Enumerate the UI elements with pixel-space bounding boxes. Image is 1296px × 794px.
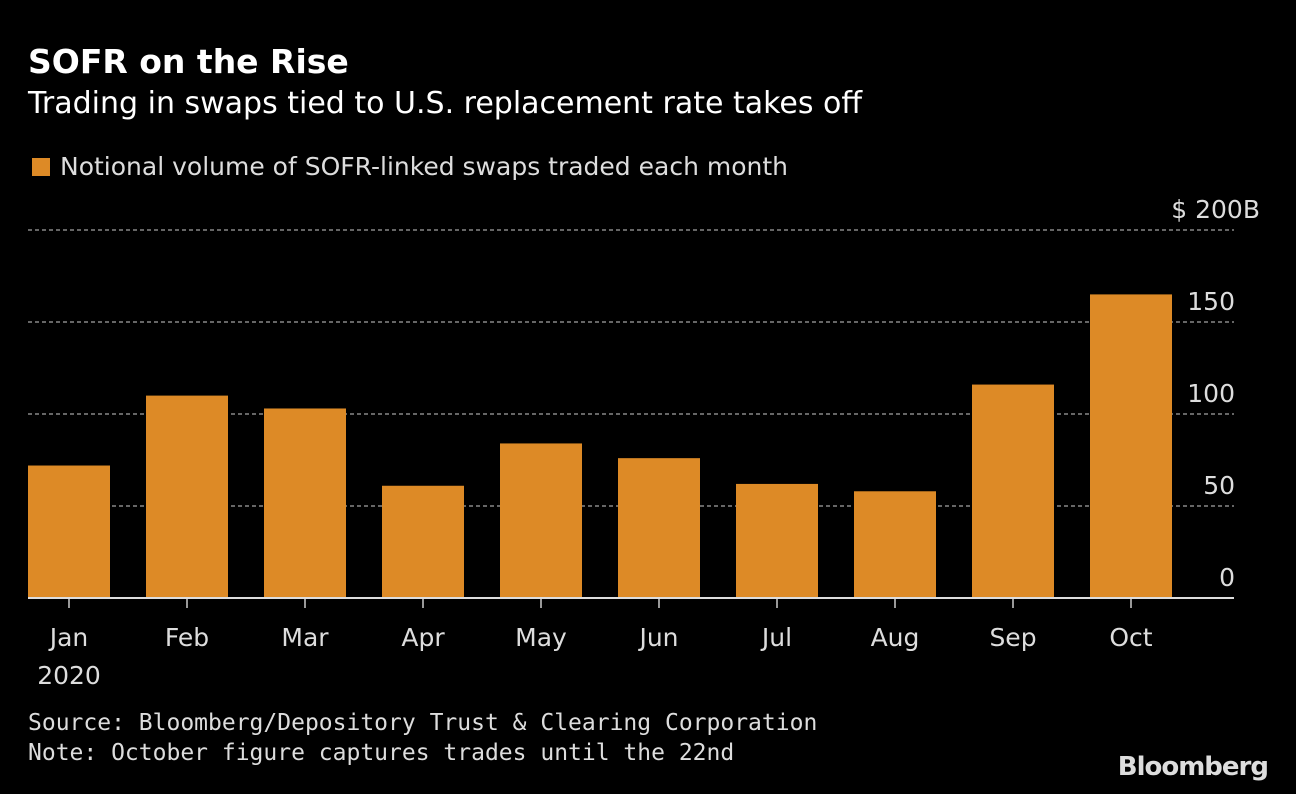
legend-swatch [32, 157, 50, 176]
x-tick-label: Apr [401, 623, 445, 652]
y-tick-label: 0 [1219, 563, 1235, 592]
x-tick-label: Jan [48, 623, 89, 652]
bar-jul [736, 483, 818, 598]
x-year-label: 2020 [37, 661, 101, 690]
y-tick-label: 100 [1187, 379, 1235, 408]
x-tick-label: Feb [165, 623, 209, 652]
y-tick-label: $ 200B [1171, 195, 1260, 224]
x-tick-label: Sep [989, 623, 1036, 652]
bar-oct [1090, 294, 1172, 598]
bar-may [500, 443, 582, 598]
bar-jan [28, 465, 110, 598]
chart-subtitle: Trading in swaps tied to U.S. replacemen… [28, 86, 863, 121]
bar-apr [382, 485, 464, 598]
legend-label: Notional volume of SOFR-linked swaps tra… [60, 152, 789, 181]
x-tick-label: Oct [1109, 623, 1152, 652]
bar-mar [264, 408, 346, 598]
footnote: Note: October figure captures trades unt… [28, 740, 735, 766]
chart-title: SOFR on the Rise [28, 42, 349, 81]
x-tick-label: Jun [637, 623, 678, 652]
legend: Notional volume of SOFR-linked swaps tra… [32, 152, 788, 181]
bar-feb [146, 395, 228, 598]
bar-aug [854, 491, 936, 598]
source-note: Source: Bloomberg/Depository Trust & Cle… [28, 710, 818, 736]
x-tick-label: Aug [871, 623, 920, 652]
y-tick-label: 50 [1203, 471, 1235, 500]
x-tick-label: Jul [760, 623, 792, 652]
bar-sep [972, 384, 1054, 598]
x-tick-label: May [515, 623, 567, 652]
y-tick-label: 150 [1187, 287, 1235, 316]
bloomberg-logo: Bloomberg [1117, 752, 1269, 782]
x-tick-label: Mar [281, 623, 329, 652]
bar-jun [618, 458, 700, 598]
